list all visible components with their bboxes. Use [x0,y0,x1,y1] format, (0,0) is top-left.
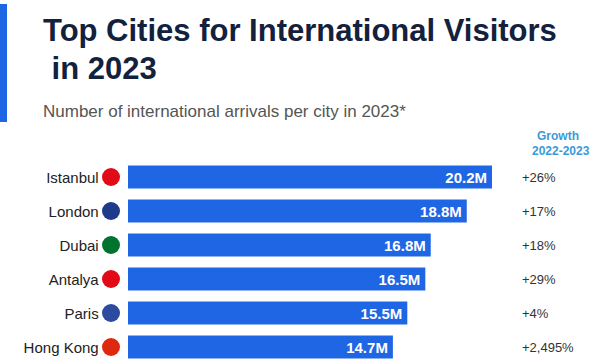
svg-text:Hong Kong: Hong Kong [24,339,99,356]
svg-text:Top Cities for International V: Top Cities for International Visitors [43,13,557,48]
svg-text:+17%: +17% [522,204,556,219]
svg-text:16.5M: 16.5M [379,271,421,288]
svg-text:Istanbul: Istanbul [46,169,99,186]
svg-text:15.5M: 15.5M [361,305,403,322]
svg-text:14.7M: 14.7M [346,339,388,356]
svg-text:+29%: +29% [522,272,556,287]
svg-text:Antalya: Antalya [49,271,100,288]
svg-text:2022-2023: 2022-2023 [532,144,590,158]
svg-text:16.8M: 16.8M [384,237,426,254]
svg-text:Paris: Paris [64,305,98,322]
svg-text:+4%: +4% [522,306,549,321]
svg-text:+26%: +26% [522,170,556,185]
svg-text:London: London [49,203,99,220]
svg-text:20.2M: 20.2M [445,169,487,186]
svg-text:Growth: Growth [537,129,579,143]
svg-text:in 2023: in 2023 [43,51,157,86]
svg-text:Dubai: Dubai [59,237,98,254]
svg-text:18.8M: 18.8M [420,203,462,220]
svg-text:Number of international arriva: Number of international arrivals per cit… [43,102,406,121]
svg-text:+18%: +18% [522,238,556,253]
svg-text:+2,495%: +2,495% [522,340,574,355]
